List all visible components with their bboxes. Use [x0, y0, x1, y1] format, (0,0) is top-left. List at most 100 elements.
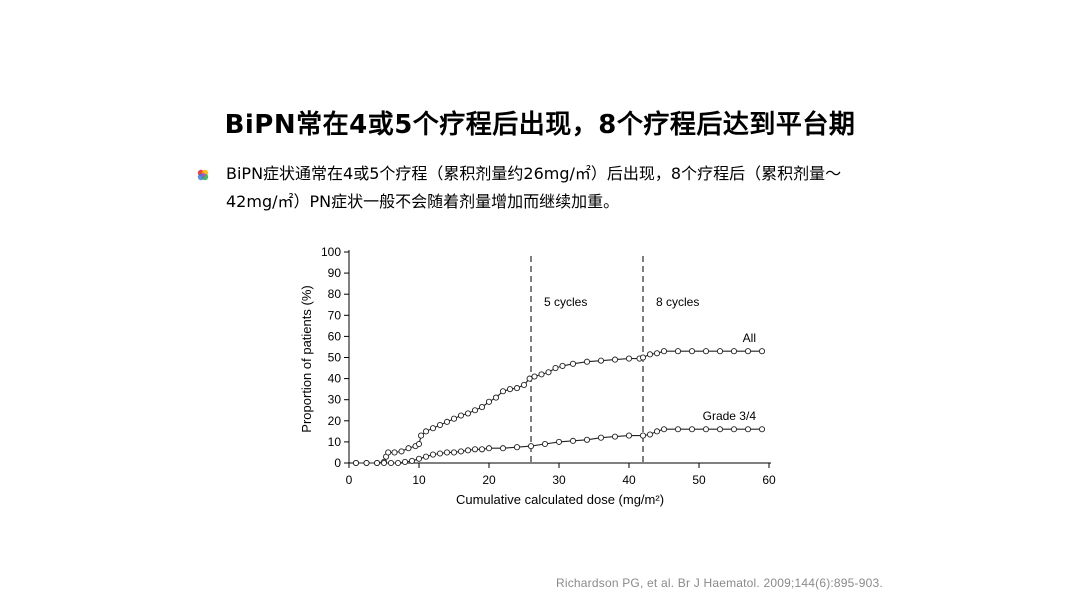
data-point	[674, 426, 682, 433]
citation: Richardson PG, et al. Br J Haematol. 200…	[556, 576, 883, 590]
slide-title: BiPN常在4或5个疗程后出现，8个疗程后达到平台期	[224, 110, 856, 140]
data-point	[688, 426, 696, 433]
data-point	[408, 457, 416, 464]
x-axis-label: Cumulative calculated dose (mg/m²)	[456, 492, 664, 507]
data-point	[513, 385, 521, 392]
data-point	[398, 448, 405, 455]
data-point	[639, 354, 647, 361]
y-tick-label: 60	[328, 329, 342, 343]
x-tick-label: 10	[412, 473, 426, 487]
series-label: All	[743, 331, 756, 345]
data-point	[471, 446, 479, 453]
data-point	[758, 348, 766, 355]
data-point	[513, 444, 521, 451]
data-point	[716, 348, 724, 355]
data-point	[660, 426, 668, 433]
data-point	[422, 453, 430, 460]
data-point	[485, 445, 493, 452]
data-point	[611, 356, 619, 363]
data-point	[478, 446, 486, 453]
data-point	[625, 355, 633, 362]
data-point	[526, 375, 533, 382]
data-point	[545, 369, 552, 376]
data-point	[429, 451, 437, 458]
data-point	[418, 432, 425, 439]
data-point	[646, 351, 654, 358]
data-point	[457, 412, 465, 419]
data-point	[506, 386, 514, 393]
y-tick-label: 40	[328, 372, 342, 386]
data-point	[541, 440, 549, 448]
data-point	[674, 348, 682, 355]
data-point	[730, 348, 738, 355]
data-point	[702, 426, 710, 433]
data-point	[436, 450, 444, 457]
data-point	[583, 436, 591, 443]
x-tick-label: 0	[346, 473, 353, 487]
series-label: Grade 3/4	[703, 409, 757, 423]
series-grade-3-4: Grade 3/4	[352, 409, 766, 467]
data-point	[387, 459, 395, 467]
data-point	[758, 426, 766, 433]
x-tick-label: 20	[482, 473, 496, 487]
x-tick-label: 30	[552, 473, 566, 487]
data-point	[569, 360, 577, 367]
data-point	[660, 348, 668, 355]
data-point	[394, 459, 402, 467]
data-point	[527, 443, 535, 450]
data-point	[373, 459, 381, 467]
data-point	[385, 449, 392, 456]
cycle-label: 5 cycles	[544, 295, 587, 309]
data-point	[597, 434, 605, 441]
cycle-reference-lines: 5 cycles 8 cycles	[530, 256, 699, 463]
data-point	[653, 350, 661, 357]
data-point	[405, 445, 412, 452]
data-point	[646, 431, 654, 438]
data-point	[583, 358, 591, 365]
data-point	[744, 426, 752, 433]
neuropathy-dose-chart: 0 10 20 30 40 50 60 70 80 90 100 0 10 20 30 40 50 60 5 cy…	[299, 245, 776, 507]
data-point	[653, 428, 661, 435]
data-point	[391, 449, 398, 456]
data-point	[555, 438, 563, 445]
data-point	[415, 440, 423, 448]
data-point	[363, 459, 370, 467]
data-point	[625, 432, 633, 439]
cycle-label: 8 cycles	[656, 295, 699, 309]
series-all: All	[352, 331, 766, 467]
data-point	[639, 432, 647, 439]
data-point	[499, 388, 507, 395]
chart-axes: 0 10 20 30 40 50 60 70 80 90 100 0 10 20 30 40 50 60	[321, 245, 776, 487]
x-tick-label: 60	[762, 473, 776, 487]
data-point	[531, 373, 538, 380]
data-point	[520, 381, 528, 388]
data-point	[450, 449, 458, 456]
data-point	[380, 459, 388, 467]
data-point	[702, 348, 710, 355]
series-line	[356, 428, 762, 464]
y-tick-label: 50	[328, 351, 342, 365]
data-point	[499, 445, 507, 452]
data-point	[744, 348, 752, 355]
data-point	[436, 421, 444, 429]
multicolor-bullet-icon	[197, 169, 209, 181]
y-tick-label: 70	[328, 308, 342, 322]
data-point	[485, 398, 493, 405]
y-tick-label: 90	[328, 266, 342, 280]
y-tick-label: 20	[328, 414, 342, 428]
bullet-text: BiPN症状通常在4或5个疗程（累积剂量约26mg/㎡）后出现，8个疗程后（累积…	[226, 164, 842, 211]
x-tick-label: 40	[622, 473, 636, 487]
data-point	[730, 426, 738, 433]
y-axis-label: Proportion of patients (%)	[299, 285, 314, 432]
data-point	[569, 437, 577, 444]
data-point	[415, 455, 423, 462]
data-point	[443, 449, 451, 456]
x-tick-label: 50	[692, 473, 706, 487]
data-point	[597, 357, 605, 364]
data-point	[478, 404, 486, 411]
data-point	[611, 433, 619, 440]
data-point	[443, 418, 451, 425]
y-tick-label: 100	[321, 245, 341, 259]
data-point	[422, 428, 430, 435]
y-tick-label: 10	[328, 435, 342, 449]
